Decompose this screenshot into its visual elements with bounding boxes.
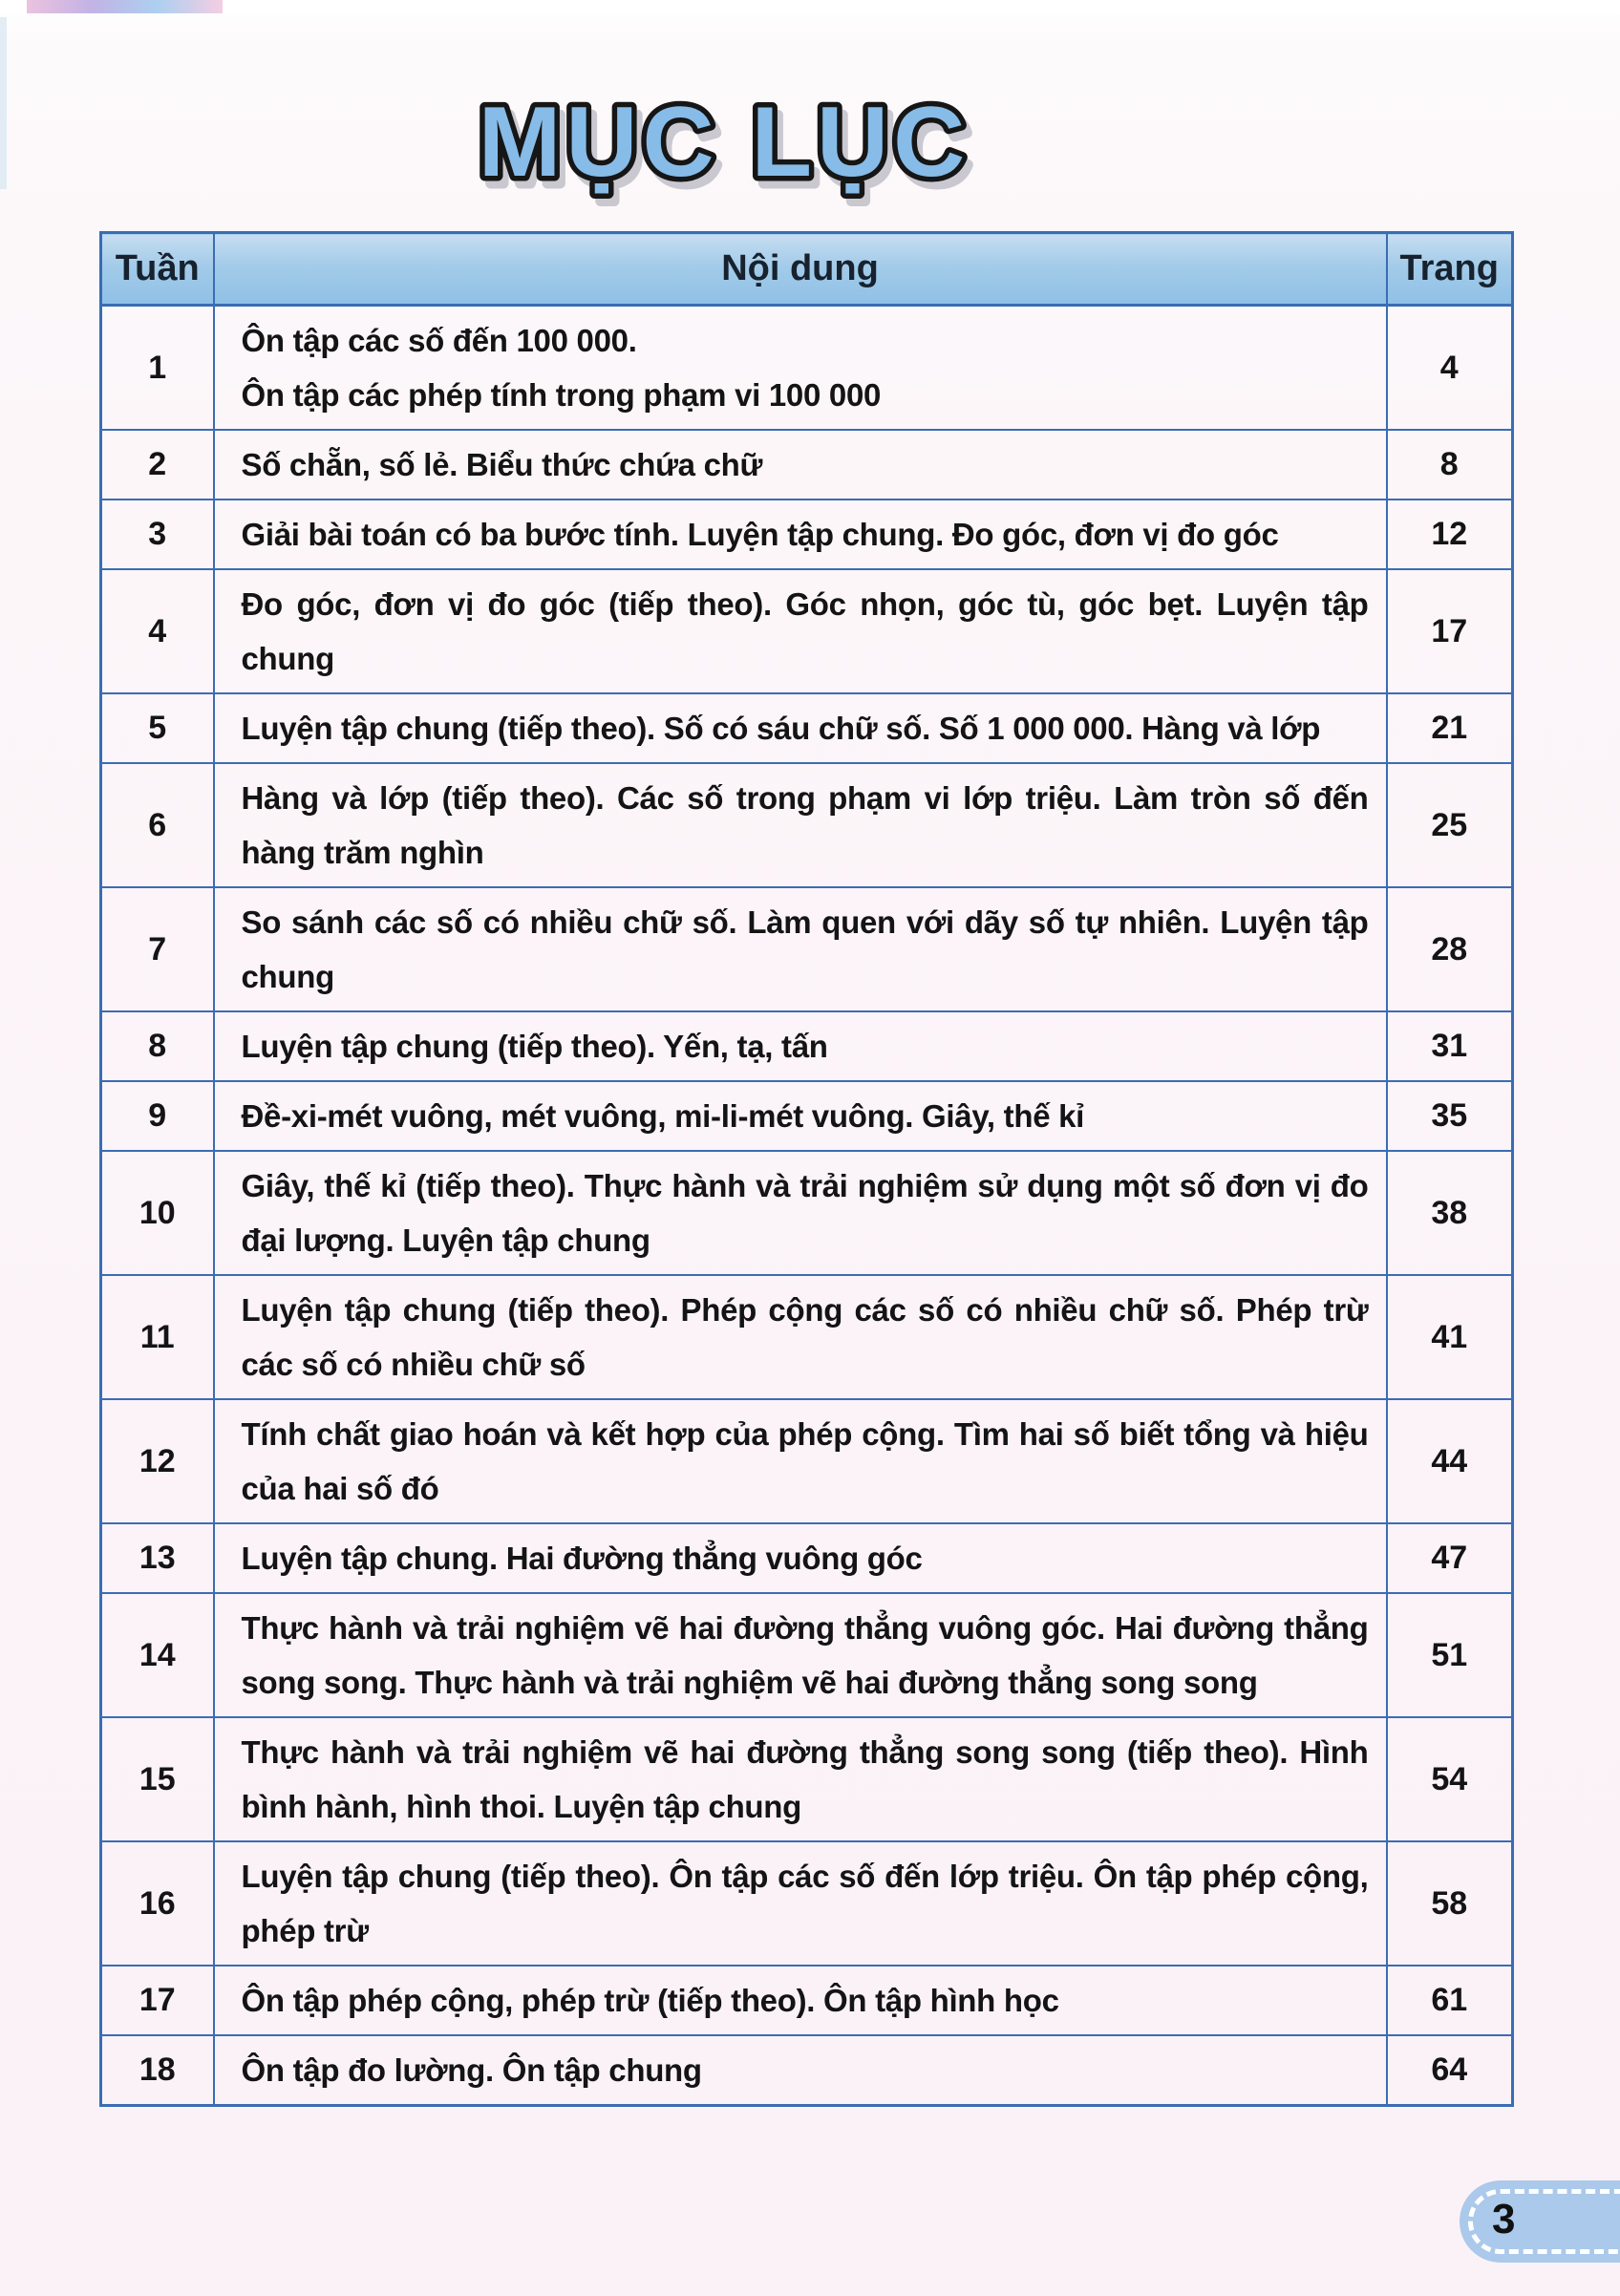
week-number: 4 xyxy=(99,568,215,694)
week-number: 8 xyxy=(99,1010,215,1082)
toc-table: Tuần Nội dung Trang 1 Ôn tập các số đến … xyxy=(99,231,1514,2107)
page-number-value: 4 xyxy=(1385,304,1514,431)
table-row: 17 Ôn tập phép cộng, phép trừ (tiếp theo… xyxy=(99,1965,1514,2036)
page-title: MỤC LỤC xyxy=(390,59,1058,222)
week-number: 11 xyxy=(99,1274,215,1400)
week-number: 9 xyxy=(99,1080,215,1152)
page-number-value: 25 xyxy=(1385,762,1514,888)
week-number: 1 xyxy=(99,304,215,431)
week-number: 15 xyxy=(99,1716,215,1842)
content-text: Hàng và lớp (tiếp theo). Các số trong ph… xyxy=(212,762,1388,888)
scan-corner-decoration xyxy=(27,0,223,13)
page-number-value: 54 xyxy=(1385,1716,1514,1842)
page-number-value: 64 xyxy=(1385,2034,1514,2107)
week-number: 10 xyxy=(99,1150,215,1276)
table-row: 4 Đo góc, đơn vị đo góc (tiếp theo). Góc… xyxy=(99,568,1514,694)
content-text: Đo góc, đơn vị đo góc (tiếp theo). Góc n… xyxy=(212,568,1388,694)
content-text: Ôn tập phép cộng, phép trừ (tiếp theo). … xyxy=(212,1965,1388,2036)
table-row: 11 Luyện tập chung (tiếp theo). Phép cộn… xyxy=(99,1274,1514,1400)
content-text: Tính chất giao hoán và kết hợp của phép … xyxy=(212,1398,1388,1524)
week-number: 12 xyxy=(99,1398,215,1524)
content-text: Luyện tập chung (tiếp theo). Phép cộng c… xyxy=(212,1274,1388,1400)
page-number-value: 17 xyxy=(1385,568,1514,694)
page-number-value: 35 xyxy=(1385,1080,1514,1152)
page-number-value: 31 xyxy=(1385,1010,1514,1082)
week-number: 7 xyxy=(99,886,215,1012)
week-number: 14 xyxy=(99,1592,215,1718)
page-number-label: 3 xyxy=(1492,2196,1516,2243)
table-row: 14 Thực hành và trải nghiệm vẽ hai đường… xyxy=(99,1592,1514,1718)
week-number: 17 xyxy=(99,1965,215,2036)
page-number-value: 51 xyxy=(1385,1592,1514,1718)
content-text: Luyện tập chung (tiếp theo). Số có sáu c… xyxy=(212,692,1388,764)
table-row: 15 Thực hành và trải nghiệm vẽ hai đường… xyxy=(99,1716,1514,1842)
week-number: 2 xyxy=(99,429,215,500)
page-number-value: 12 xyxy=(1385,499,1514,570)
header-page: Trang xyxy=(1385,231,1514,307)
scan-left-edge-tint xyxy=(0,17,7,189)
content-text: Số chẵn, số lẻ. Biểu thức chứa chữ xyxy=(212,429,1388,500)
week-number: 6 xyxy=(99,762,215,888)
page-number-value: 44 xyxy=(1385,1398,1514,1524)
page-number-value: 8 xyxy=(1385,429,1514,500)
table-row: 5 Luyện tập chung (tiếp theo). Số có sáu… xyxy=(99,692,1514,764)
content-text: Luyện tập chung (tiếp theo). Yến, tạ, tấ… xyxy=(212,1010,1388,1082)
table-row: 12 Tính chất giao hoán và kết hợp của ph… xyxy=(99,1398,1514,1524)
week-number: 13 xyxy=(99,1522,215,1594)
week-number: 16 xyxy=(99,1840,215,1966)
table-row: 3 Giải bài toán có ba bước tính. Luyện t… xyxy=(99,499,1514,570)
content-text: Đề-xi-mét vuông, mét vuông, mi-li-mét vu… xyxy=(212,1080,1388,1152)
page-number-badge: 3 xyxy=(1460,2180,1620,2263)
content-text: Luyện tập chung. Hai đường thẳng vuông g… xyxy=(212,1522,1388,1594)
content-text: Thực hành và trải nghiệm vẽ hai đường th… xyxy=(212,1592,1388,1718)
page-number-value: 21 xyxy=(1385,692,1514,764)
table-row: 9 Đề-xi-mét vuông, mét vuông, mi-li-mét … xyxy=(99,1080,1514,1152)
page-number-value: 41 xyxy=(1385,1274,1514,1400)
week-number: 5 xyxy=(99,692,215,764)
table-row: 6 Hàng và lớp (tiếp theo). Các số trong … xyxy=(99,762,1514,888)
week-number: 3 xyxy=(99,499,215,570)
page-number-value: 61 xyxy=(1385,1965,1514,2036)
week-number: 18 xyxy=(99,2034,215,2107)
table-row: 13 Luyện tập chung. Hai đường thẳng vuôn… xyxy=(99,1522,1514,1594)
header-content: Nội dung xyxy=(212,231,1388,307)
page-number-value: 47 xyxy=(1385,1522,1514,1594)
toc-header-row: Tuần Nội dung Trang xyxy=(99,231,1514,307)
content-text: Giải bài toán có ba bước tính. Luyện tập… xyxy=(212,499,1388,570)
table-row: 10 Giây, thế kỉ (tiếp theo). Thực hành v… xyxy=(99,1150,1514,1276)
page-title-text: MỤC LỤC xyxy=(479,87,970,198)
content-text: Luyện tập chung (tiếp theo). Ôn tập các … xyxy=(212,1840,1388,1966)
content-text: Giây, thế kỉ (tiếp theo). Thực hành và t… xyxy=(212,1150,1388,1276)
content-text: So sánh các số có nhiều chữ số. Làm quen… xyxy=(212,886,1388,1012)
page-number-value: 58 xyxy=(1385,1840,1514,1966)
page-number-value: 28 xyxy=(1385,886,1514,1012)
table-row: 1 Ôn tập các số đến 100 000. Ôn tập các … xyxy=(99,304,1514,431)
scan-top-edge xyxy=(0,0,1620,15)
header-week: Tuần xyxy=(99,231,215,307)
table-row: 7 So sánh các số có nhiều chữ số. Làm qu… xyxy=(99,886,1514,1012)
content-text: Ôn tập các số đến 100 000. Ôn tập các ph… xyxy=(212,304,1388,431)
content-text: Ôn tập đo lường. Ôn tập chung xyxy=(212,2034,1388,2107)
table-row: 18 Ôn tập đo lường. Ôn tập chung 64 xyxy=(99,2034,1514,2107)
table-row: 8 Luyện tập chung (tiếp theo). Yến, tạ, … xyxy=(99,1010,1514,1082)
table-row: 2 Số chẵn, số lẻ. Biểu thức chứa chữ 8 xyxy=(99,429,1514,500)
content-text: Thực hành và trải nghiệm vẽ hai đường th… xyxy=(212,1716,1388,1842)
page-number-value: 38 xyxy=(1385,1150,1514,1276)
table-row: 16 Luyện tập chung (tiếp theo). Ôn tập c… xyxy=(99,1840,1514,1966)
